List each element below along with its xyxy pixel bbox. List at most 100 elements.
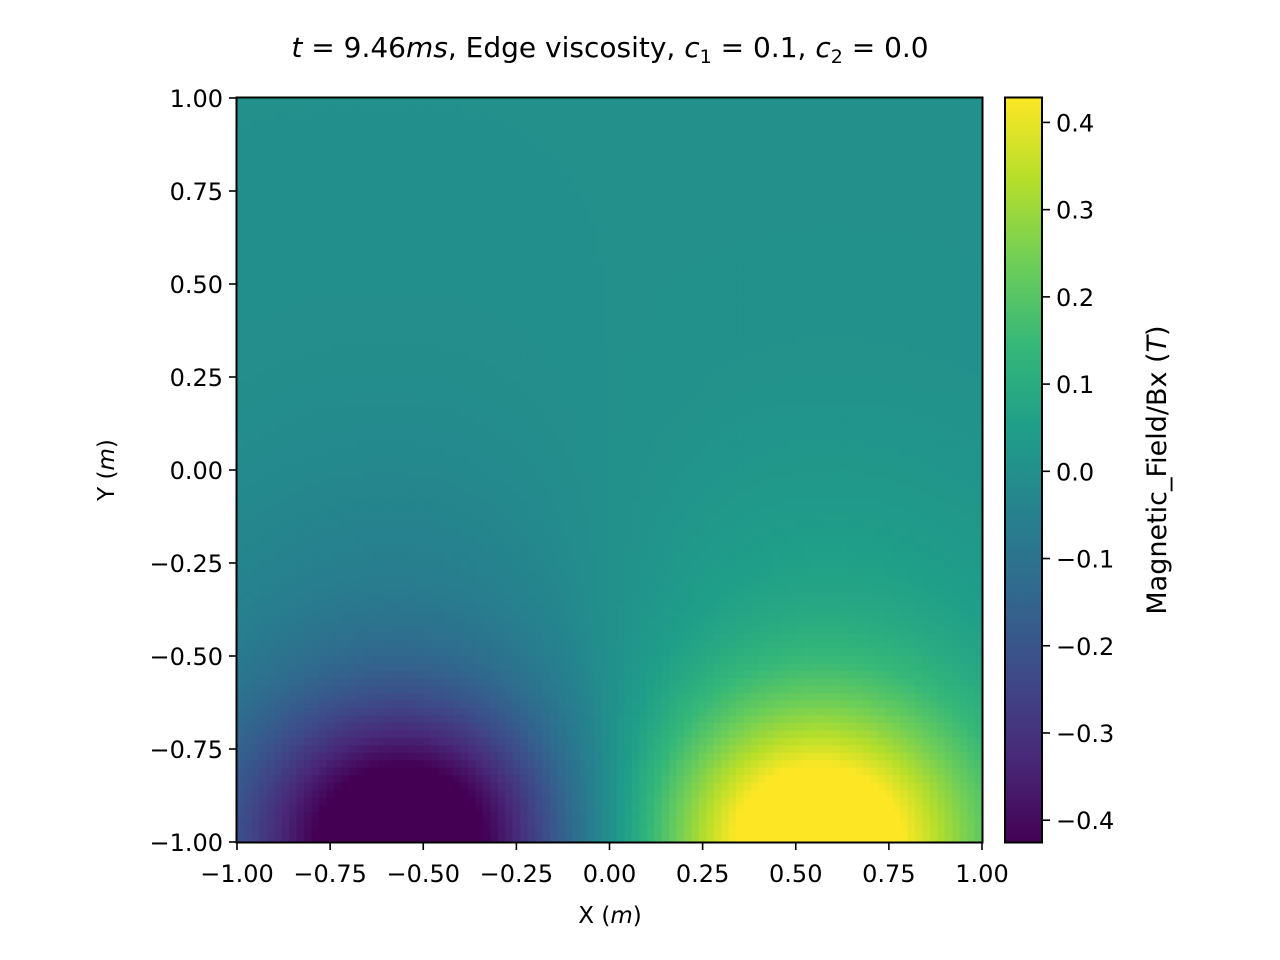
heatmap-cell bbox=[602, 455, 611, 464]
heatmap-cell bbox=[840, 261, 849, 270]
heatmap-cell bbox=[803, 217, 812, 226]
heatmap-cell bbox=[445, 179, 454, 188]
heatmap-cell bbox=[467, 179, 476, 188]
heatmap-cell bbox=[877, 142, 886, 151]
heatmap-cell bbox=[356, 254, 365, 263]
heatmap-cell bbox=[460, 417, 469, 426]
heatmap-cell bbox=[959, 395, 968, 404]
heatmap-cell bbox=[661, 269, 670, 278]
heatmap-cell bbox=[415, 365, 424, 374]
heatmap-cell bbox=[453, 98, 462, 107]
heatmap-cell bbox=[684, 187, 693, 196]
heatmap-cell bbox=[758, 313, 767, 322]
heatmap-cell bbox=[430, 358, 439, 367]
heatmap-cell bbox=[885, 462, 894, 471]
heatmap-cell bbox=[572, 336, 581, 345]
heatmap-cell bbox=[251, 194, 260, 203]
heatmap-cell bbox=[788, 417, 797, 426]
heatmap-cell bbox=[780, 120, 789, 129]
heatmap-cell bbox=[549, 127, 558, 136]
heatmap-cell bbox=[922, 157, 931, 166]
heatmap-cell bbox=[676, 395, 685, 404]
heatmap-cell bbox=[467, 120, 476, 129]
heatmap-cell bbox=[892, 157, 901, 166]
heatmap-cell bbox=[758, 194, 767, 203]
heatmap-cell bbox=[788, 231, 797, 240]
heatmap-cell bbox=[438, 157, 447, 166]
heatmap-cell bbox=[967, 284, 976, 293]
heatmap-cell bbox=[311, 388, 320, 397]
heatmap-cell bbox=[430, 291, 439, 300]
heatmap-cell bbox=[423, 142, 432, 151]
heatmap-cell bbox=[929, 410, 938, 419]
heatmap-cell bbox=[333, 142, 342, 151]
heatmap-cell bbox=[371, 328, 380, 337]
heatmap-cell bbox=[535, 194, 544, 203]
heatmap-cell bbox=[669, 217, 678, 226]
heatmap-cell bbox=[557, 254, 566, 263]
heatmap-cell bbox=[870, 224, 879, 233]
heatmap-cell bbox=[751, 98, 760, 107]
heatmap-cell bbox=[736, 306, 745, 315]
heatmap-cell bbox=[706, 455, 715, 464]
heatmap-cell bbox=[840, 224, 849, 233]
heatmap-cell bbox=[870, 291, 879, 300]
heatmap-cell bbox=[415, 403, 424, 412]
heatmap-cell bbox=[803, 410, 812, 419]
heatmap-cell bbox=[386, 380, 395, 389]
heatmap-cell bbox=[520, 336, 529, 345]
heatmap-cell bbox=[944, 164, 953, 173]
heatmap-cell bbox=[646, 112, 655, 121]
heatmap-cell bbox=[624, 98, 633, 107]
heatmap-cell bbox=[743, 298, 752, 307]
heatmap-cell bbox=[430, 239, 439, 248]
heatmap-cell bbox=[684, 179, 693, 188]
heatmap-cell bbox=[304, 313, 313, 322]
heatmap-cell bbox=[251, 246, 260, 255]
heatmap-cell bbox=[676, 306, 685, 315]
heatmap-cell bbox=[825, 179, 834, 188]
heatmap-cell bbox=[497, 373, 506, 382]
heatmap-cell bbox=[609, 336, 618, 345]
heatmap-cell bbox=[900, 388, 909, 397]
heatmap-cell bbox=[363, 321, 372, 330]
heatmap-cell bbox=[952, 298, 961, 307]
heatmap-cell bbox=[482, 105, 491, 114]
heatmap-cell bbox=[296, 284, 305, 293]
heatmap-cell bbox=[922, 112, 931, 121]
heatmap-cell bbox=[840, 164, 849, 173]
heatmap-cell bbox=[490, 224, 499, 233]
heatmap-cell bbox=[579, 298, 588, 307]
heatmap-cell bbox=[900, 358, 909, 367]
heatmap-cell bbox=[266, 187, 275, 196]
heatmap-cell bbox=[296, 373, 305, 382]
heatmap-cell bbox=[624, 261, 633, 270]
heatmap-cell bbox=[684, 306, 693, 315]
heatmap-cell bbox=[237, 321, 246, 330]
heatmap-cell bbox=[587, 336, 596, 345]
heatmap-cell bbox=[467, 187, 476, 196]
heatmap-cell bbox=[386, 120, 395, 129]
heatmap-cell bbox=[386, 142, 395, 151]
heatmap-cell bbox=[870, 98, 879, 107]
heatmap-cell bbox=[318, 403, 327, 412]
heatmap-cell bbox=[497, 164, 506, 173]
heatmap-cell bbox=[974, 187, 983, 196]
heatmap-cell bbox=[430, 127, 439, 136]
heatmap-cell bbox=[661, 403, 670, 412]
heatmap-cell bbox=[512, 150, 521, 159]
heatmap-cell bbox=[527, 98, 536, 107]
heatmap-cell bbox=[900, 269, 909, 278]
heatmap-cell bbox=[274, 417, 283, 426]
heatmap-cell bbox=[423, 246, 432, 255]
heatmap-cell bbox=[728, 343, 737, 352]
heatmap-cell bbox=[371, 306, 380, 315]
heatmap-cell bbox=[393, 105, 402, 114]
heatmap-cell bbox=[356, 135, 365, 144]
heatmap-cell bbox=[520, 209, 529, 218]
heatmap-cell bbox=[296, 395, 305, 404]
heatmap-cell bbox=[631, 313, 640, 322]
heatmap-cell bbox=[557, 150, 566, 159]
heatmap-cell bbox=[430, 172, 439, 181]
